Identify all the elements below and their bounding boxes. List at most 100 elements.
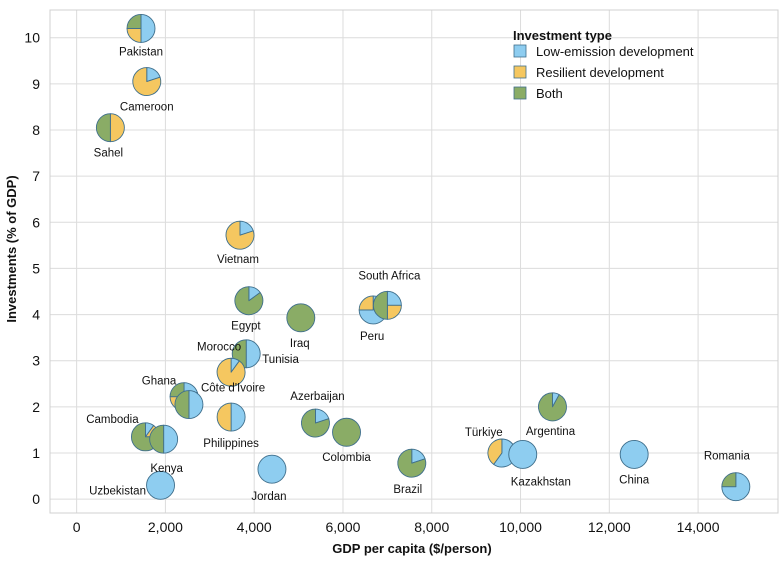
x-tick-label: 2,000 (148, 519, 183, 535)
point-label-morocco: Morocco (197, 341, 241, 353)
point-label-iraq: Iraq (290, 338, 310, 350)
pie-slice-low (146, 470, 175, 500)
x-tick-label: 6,000 (325, 519, 360, 535)
point-label-peru: Peru (360, 331, 384, 343)
pie-marker-colombia (332, 417, 361, 447)
pie-marker-cameroon (132, 67, 162, 96)
point-label-cote-d-ivoire: Côte d'Ivoire (201, 383, 265, 395)
x-tick-label: 8,000 (414, 519, 449, 535)
pie-markers (95, 14, 751, 502)
pie-marker-south-africa (372, 290, 402, 320)
pie-marker-philippines (216, 402, 246, 432)
point-label-kenya: Kenya (150, 463, 183, 475)
y-tick-label: 8 (32, 122, 40, 138)
point-label-egypt: Egypt (231, 321, 261, 333)
legend-label-both: Both (536, 86, 563, 101)
point-labels: Pakistan Cameroon Sahel Vietnam Egypt Iraq Per… (86, 46, 750, 503)
y-axis-title: Investments (% of GDP) (4, 175, 19, 322)
point-label-brazil: Brazil (393, 484, 422, 496)
point-label-vietnam: Vietnam (217, 254, 259, 266)
pie-slice-both (286, 303, 316, 333)
pie-marker-tunisia (231, 339, 261, 369)
pie-slice-resilient (126, 28, 142, 43)
pie-marker-romania (721, 472, 751, 502)
x-tick-label: 10,000 (499, 519, 542, 535)
point-label-romania: Romania (704, 451, 751, 463)
pie-slice-both (332, 417, 361, 447)
pie-slice-resilient (487, 438, 503, 465)
legend-swatch-low-emission (513, 44, 527, 58)
pie-marker-argentina (538, 392, 567, 422)
point-label-pakistan: Pakistan (119, 46, 163, 58)
pie-marker-azerbaijan (301, 408, 330, 438)
y-tick-label: 1 (32, 445, 40, 461)
point-label-ghana: Ghana (142, 376, 177, 388)
pie-slice-both (301, 408, 330, 438)
x-tick-label: 4,000 (237, 519, 272, 535)
y-tick-label: 3 (32, 353, 40, 369)
pie-marker-iraq (286, 303, 316, 333)
pie-marker-jordan (257, 454, 287, 484)
pie-slice-both (372, 290, 388, 320)
pie-slice-resilient (216, 357, 246, 387)
pie-slice-low (386, 290, 402, 306)
pie-marker-vietnam (225, 220, 255, 250)
point-label-china: China (619, 474, 650, 486)
pie-slice-both (126, 14, 142, 29)
point-label-colombia: Colombia (322, 452, 371, 464)
y-tick-label: 7 (32, 168, 40, 184)
pie-slice-resilient (225, 220, 255, 250)
pie-marker-pakistan (126, 14, 156, 43)
plot-frame (49, 9, 779, 514)
pie-marker-uzbekistan (146, 470, 175, 500)
point-label-philippines: Philippines (203, 438, 259, 450)
pie-slice-resilient (386, 304, 402, 320)
y-tick-label: 9 (32, 76, 40, 92)
legend-label-low-emission: Low-emission development (536, 44, 694, 59)
legend-swatch-both (513, 86, 527, 100)
axes: 0 2,000 4,000 6,000 8,000 10,000 12,000 14,000 0… (24, 30, 719, 535)
y-tick-label: 0 (32, 491, 40, 507)
point-label-turkiye: Türkiye (465, 427, 503, 439)
pie-marker-brazil (397, 448, 427, 478)
x-tick-label: 0 (73, 519, 81, 535)
x-axis-title: GDP per capita ($/person) (332, 541, 491, 556)
point-label-kazakhstan: Kazakhstan (511, 476, 571, 488)
pie-slice-low (188, 390, 204, 420)
point-label-cameroon: Cameroon (120, 102, 174, 114)
point-label-jordan: Jordan (251, 491, 286, 503)
point-label-sahel: Sahel (94, 148, 123, 160)
legend-title: Investment type (513, 28, 612, 43)
pie-slice-both (95, 113, 111, 143)
point-label-argentina: Argentina (526, 426, 576, 438)
y-tick-label: 4 (32, 307, 40, 323)
pie-marker-egypt (234, 286, 264, 316)
pie-marker-kenya (149, 424, 179, 454)
point-label-tunisia: Tunisia (262, 354, 299, 366)
y-tick-label: 5 (32, 260, 40, 276)
pie-slice-low (245, 339, 261, 369)
x-tick-label: 14,000 (677, 519, 720, 535)
pie-marker-sahel (95, 113, 125, 143)
pie-marker-china (619, 439, 649, 469)
pie-slice-both (397, 448, 427, 478)
pie-marker-morocco (216, 357, 246, 387)
pie-slice-low (619, 439, 649, 469)
point-label-uzbekistan: Uzbekistan (89, 485, 146, 497)
pie-slice-both (174, 390, 190, 420)
pie-slice-resilient (132, 67, 162, 96)
x-tick-label: 12,000 (588, 519, 631, 535)
point-label-azerbaijan: Azerbaijan (290, 391, 344, 403)
pie-slice-low (508, 439, 538, 469)
legend-label-resilient: Resilient development (536, 65, 664, 80)
pie-slice-low (721, 472, 751, 502)
point-label-south-africa: South Africa (358, 270, 421, 282)
pie-slice-both (721, 472, 737, 488)
pie-marker-kazakhstan (508, 439, 538, 469)
y-tick-label: 10 (24, 30, 40, 46)
legend: Investment type Low-emission development… (513, 28, 694, 101)
pie-marker-cote-d-ivoire (174, 390, 204, 420)
pie-slice-resilient (109, 113, 125, 143)
y-tick-label: 2 (32, 399, 40, 415)
